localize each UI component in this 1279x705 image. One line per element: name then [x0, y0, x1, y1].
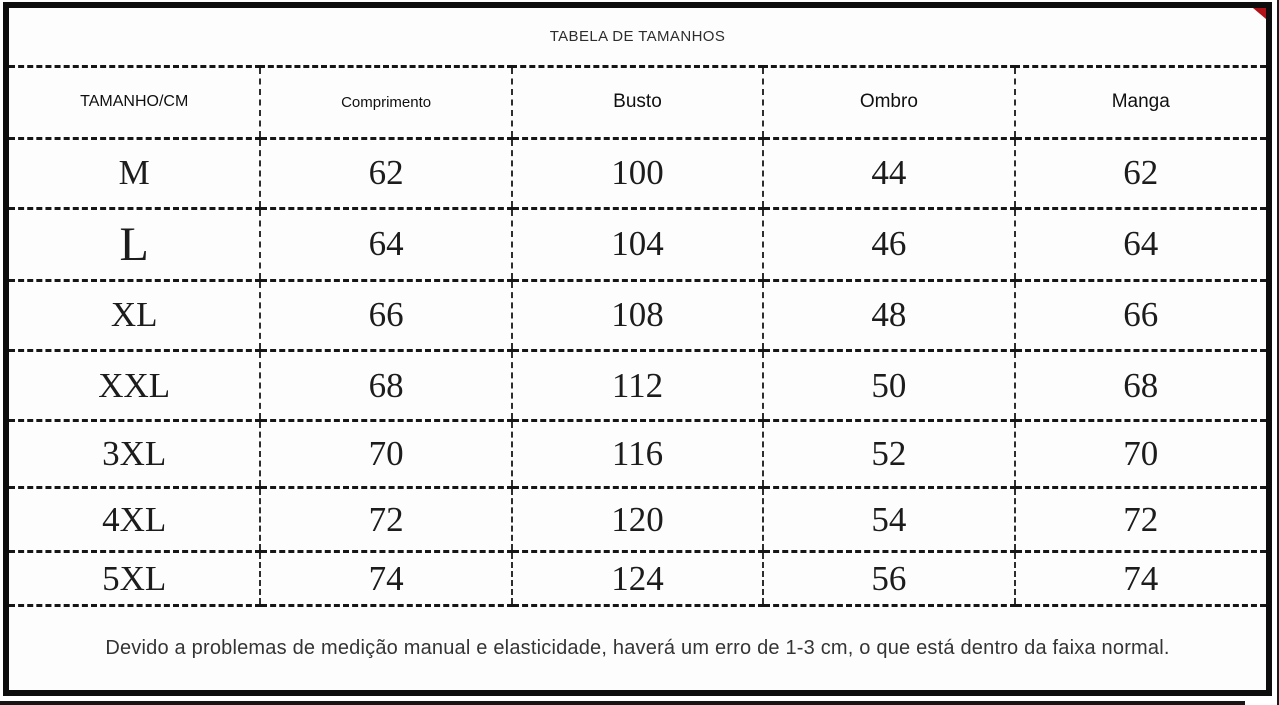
table-row: 4XL 72 120 54 72 — [9, 487, 1266, 554]
title-row: TABELA DE TAMANHOS — [9, 8, 1266, 68]
comprimento-cell: 70 — [260, 420, 513, 490]
size-cell: 4XL — [9, 487, 262, 554]
comprimento-cell: 64 — [260, 208, 513, 282]
ombro-cell: 50 — [763, 350, 1016, 423]
manga-cell: 62 — [1014, 138, 1266, 210]
table-row: M 62 100 44 62 — [9, 138, 1266, 210]
size-cell: 5XL — [9, 551, 262, 608]
busto-cell: 100 — [511, 138, 765, 210]
red-corner-marker-icon — [1253, 8, 1266, 19]
size-table-frame: TABELA DE TAMANHOS TAMANHO/CM Compriment… — [3, 2, 1272, 696]
manga-cell: 64 — [1014, 208, 1266, 282]
manga-cell: 72 — [1014, 487, 1266, 554]
size-cell: XXL — [9, 350, 262, 423]
busto-cell: 120 — [511, 487, 765, 554]
page-right-edge — [1277, 0, 1279, 705]
header-row: TAMANHO/CM Comprimento Busto Ombro Manga — [9, 66, 1266, 140]
busto-cell: 112 — [511, 350, 765, 423]
table-title: TABELA DE TAMANHOS — [9, 8, 1266, 68]
column-header-busto: Busto — [511, 66, 765, 140]
busto-cell: 124 — [511, 551, 765, 608]
ombro-cell: 56 — [763, 551, 1016, 608]
comprimento-cell: 62 — [260, 138, 513, 210]
column-header-ombro: Ombro — [763, 66, 1016, 140]
size-cell: M — [9, 138, 262, 210]
table-row: 3XL 70 116 52 70 — [9, 420, 1266, 490]
measurement-disclaimer: Devido a problemas de medição manual e e… — [105, 637, 1170, 660]
column-header-manga: Manga — [1014, 66, 1266, 140]
column-header-comprimento: Comprimento — [260, 66, 513, 140]
page-bottom-edge — [0, 701, 1245, 705]
footer-row: Devido a problemas de medição manual e e… — [9, 606, 1266, 690]
busto-cell: 104 — [511, 208, 765, 282]
comprimento-cell: 72 — [260, 487, 513, 554]
manga-cell: 74 — [1014, 551, 1266, 608]
table-row: L 64 104 46 64 — [9, 208, 1266, 282]
table-row: XXL 68 112 50 68 — [9, 350, 1266, 423]
manga-cell: 66 — [1014, 280, 1266, 352]
size-cell: 3XL — [9, 420, 262, 490]
comprimento-cell: 66 — [260, 280, 513, 352]
ombro-cell: 48 — [763, 280, 1016, 352]
ombro-cell: 52 — [763, 420, 1016, 490]
manga-cell: 68 — [1014, 350, 1266, 423]
table-row: 5XL 74 124 56 74 — [9, 551, 1266, 608]
size-cell: XL — [9, 280, 262, 352]
busto-cell: 108 — [511, 280, 765, 352]
table-row: XL 66 108 48 66 — [9, 280, 1266, 352]
ombro-cell: 44 — [763, 138, 1016, 210]
ombro-cell: 54 — [763, 487, 1016, 554]
manga-cell: 70 — [1014, 420, 1266, 490]
size-table: TABELA DE TAMANHOS TAMANHO/CM Compriment… — [9, 8, 1266, 690]
comprimento-cell: 68 — [260, 350, 513, 423]
busto-cell: 116 — [511, 420, 765, 490]
comprimento-cell: 74 — [260, 551, 513, 608]
size-cell: L — [9, 208, 262, 282]
column-header-tamanho-cm: TAMANHO/CM — [9, 66, 262, 140]
ombro-cell: 46 — [763, 208, 1016, 282]
